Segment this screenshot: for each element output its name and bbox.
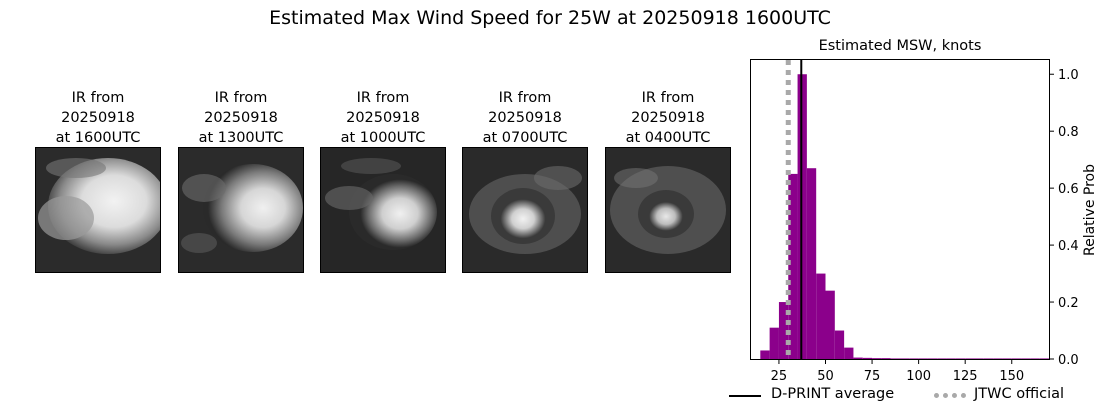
histogram-bar <box>983 358 994 359</box>
ir-panel-1: IR from 20250918 at 1600UTC <box>35 88 161 273</box>
histogram-bar <box>1039 358 1049 359</box>
y-tick-label: 0.0 <box>1058 353 1079 368</box>
figure-title: Estimated Max Wind Speed for 25W at 2025… <box>269 7 831 29</box>
x-tick-label: 100 <box>906 369 931 384</box>
x-axis-ticks: 25 50 75 100 125 150 <box>771 360 1024 384</box>
y-tick-label: 1.0 <box>1058 68 1079 83</box>
histogram-bar <box>955 358 966 359</box>
histogram-bar <box>946 358 956 359</box>
x-tick-label: 125 <box>953 369 978 384</box>
histogram-bar <box>760 350 770 359</box>
ir-title-time: at 1000UTC <box>340 130 426 146</box>
dotted-line-icon <box>934 393 966 398</box>
ir-panel-4: IR from 20250918 at 0700UTC <box>462 88 588 273</box>
ir-title-time: at 0700UTC <box>482 130 568 146</box>
ir-title-line: IR from <box>214 90 268 106</box>
histogram-bar <box>881 358 891 359</box>
solid-line-icon <box>729 395 761 397</box>
ir-title-line: IR from <box>356 90 410 106</box>
ir-title-time: at 0400UTC <box>625 130 711 146</box>
legend-label: JTWC official <box>974 386 1065 402</box>
ir-panel-title: IR from 20250918 at 1600UTC <box>35 88 161 148</box>
histogram-bar <box>1030 358 1040 359</box>
chart-title: Estimated MSW, knots <box>819 38 982 54</box>
ir-panel-title: IR from 20250918 at 1000UTC <box>320 88 446 148</box>
histogram-bar <box>1011 358 1022 359</box>
ir-title-date: 20250918 <box>204 110 278 126</box>
satellite-ir-image <box>462 147 588 273</box>
histogram-bar <box>778 302 789 359</box>
histogram-bar <box>788 173 798 359</box>
histogram-bar <box>853 357 863 359</box>
histogram-bar <box>890 358 900 359</box>
ir-title-line: IR from <box>498 90 552 106</box>
y-tick-label: 0.4 <box>1058 239 1079 254</box>
ir-title-time: at 1600UTC <box>55 130 141 146</box>
histogram-bar <box>872 358 882 359</box>
ir-panel-3: IR from 20250918 at 1000UTC <box>320 88 446 273</box>
histogram-bar <box>825 290 835 359</box>
histogram-bar <box>769 327 779 359</box>
histogram-bar <box>927 358 938 359</box>
histogram-bar <box>844 347 854 359</box>
ir-panel-title: IR from 20250918 at 0400UTC <box>605 88 731 148</box>
histogram-bars <box>760 74 1049 359</box>
histogram-bar <box>993 358 1003 359</box>
ir-panel-title: IR from 20250918 at 1300UTC <box>178 88 304 148</box>
y-axis-ticks: 0.0 0.2 0.4 0.6 0.8 1.0 <box>1049 68 1079 368</box>
ir-panel-2: IR from 20250918 at 1300UTC <box>178 88 304 273</box>
histogram-bar <box>862 357 873 359</box>
reference-lines <box>785 60 803 359</box>
histogram-bar <box>834 330 845 359</box>
y-tick-label: 0.2 <box>1058 296 1079 311</box>
ir-panel-5: IR from 20250918 at 0400UTC <box>605 88 731 273</box>
ir-title-date: 20250918 <box>631 110 705 126</box>
ir-title-line: IR from <box>71 90 125 106</box>
histogram-bar <box>1002 358 1012 359</box>
histogram-bar <box>974 358 984 359</box>
ir-title-line: IR from <box>641 90 695 106</box>
histogram-bar <box>806 168 817 359</box>
satellite-ir-image <box>178 147 304 273</box>
x-tick-label: 75 <box>864 369 881 384</box>
y-axis-label: Relative Prob <box>1082 164 1098 256</box>
satellite-ir-image <box>35 147 161 273</box>
x-tick-label: 150 <box>999 369 1024 384</box>
y-tick-label: 0.8 <box>1058 125 1079 140</box>
satellite-ir-image <box>320 147 446 273</box>
x-tick-label: 50 <box>817 369 834 384</box>
ir-panel-title: IR from 20250918 at 0700UTC <box>462 88 588 148</box>
histogram-bar <box>900 358 910 359</box>
ir-title-date: 20250918 <box>346 110 420 126</box>
histogram-bar <box>1021 358 1031 359</box>
histogram-bar <box>965 358 975 359</box>
histogram-bar <box>937 358 947 359</box>
plot-frame <box>750 59 1050 360</box>
x-tick-label: 25 <box>771 369 788 384</box>
histogram-bar <box>909 358 919 359</box>
histogram-bar <box>816 273 826 359</box>
y-tick-label: 0.6 <box>1058 182 1079 197</box>
ir-title-date: 20250918 <box>488 110 562 126</box>
histogram-bar <box>918 358 928 359</box>
satellite-ir-image <box>605 147 731 273</box>
ir-title-time: at 1300UTC <box>198 130 284 146</box>
legend-label: D-PRINT average <box>771 386 895 402</box>
ir-title-date: 20250918 <box>61 110 135 126</box>
